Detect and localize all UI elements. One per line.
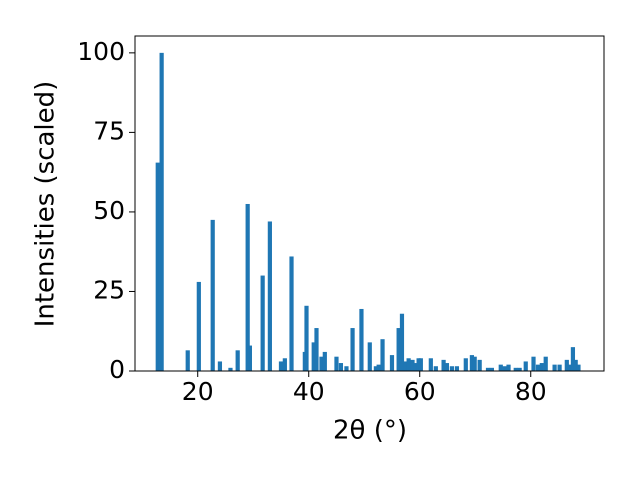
bar — [469, 355, 475, 371]
bar — [539, 363, 544, 371]
bar — [570, 347, 576, 371]
bar — [396, 328, 401, 371]
bar — [304, 305, 309, 371]
bar — [523, 361, 528, 371]
bar — [311, 342, 316, 371]
bar — [441, 359, 446, 371]
bar — [564, 359, 569, 371]
bar — [228, 367, 233, 371]
bar — [517, 367, 522, 371]
bar — [463, 358, 468, 371]
y-tick-label: 25 — [93, 275, 125, 304]
bar — [338, 363, 344, 371]
bar — [535, 364, 541, 371]
bar — [472, 356, 477, 371]
bar — [217, 361, 223, 371]
y-tick-label: 75 — [93, 116, 125, 145]
x-tick-label: 20 — [182, 377, 214, 406]
bar — [235, 350, 240, 371]
bar — [477, 359, 482, 371]
bar — [543, 356, 548, 371]
bar — [454, 366, 460, 371]
bar — [513, 367, 518, 371]
bar — [399, 313, 405, 371]
x-tick-label: 60 — [404, 377, 436, 406]
bar — [334, 356, 339, 371]
bar — [531, 356, 536, 371]
bar — [155, 162, 160, 371]
bar — [576, 364, 581, 371]
bar — [380, 339, 385, 371]
bar — [506, 364, 511, 371]
bar — [282, 358, 287, 371]
bar — [260, 275, 265, 371]
bar — [389, 355, 395, 371]
bar — [359, 308, 364, 371]
bar — [433, 366, 438, 371]
bar — [319, 356, 324, 371]
bar — [502, 366, 507, 371]
bar — [245, 203, 250, 371]
bar — [567, 364, 572, 371]
bar — [489, 367, 494, 371]
bar — [444, 363, 450, 371]
bar — [344, 366, 349, 371]
bar — [322, 351, 327, 371]
bar — [196, 281, 201, 371]
bar — [376, 364, 381, 371]
bar — [428, 358, 433, 371]
y-tick-label: 100 — [77, 37, 125, 66]
bar — [418, 358, 423, 371]
y-axis-label: Intensities (scaled) — [31, 81, 61, 328]
x-tick-label: 40 — [293, 377, 325, 406]
bar — [267, 221, 272, 371]
x-tick-label: 80 — [515, 377, 547, 406]
bar — [367, 342, 372, 371]
bar — [210, 219, 215, 371]
bar — [406, 358, 411, 371]
bar — [449, 366, 455, 371]
bar — [314, 328, 319, 371]
bar — [403, 361, 408, 371]
bar — [350, 328, 355, 371]
plot-frame — [134, 35, 605, 372]
bar — [278, 361, 284, 371]
bar — [416, 358, 421, 371]
bar — [410, 359, 415, 371]
y-tick-label: 0 — [109, 355, 125, 384]
bar — [159, 52, 164, 371]
bar — [552, 364, 557, 371]
bar — [413, 363, 418, 371]
bar — [557, 364, 562, 371]
bar — [185, 350, 190, 371]
y-tick-label: 50 — [93, 196, 125, 225]
bar — [498, 364, 503, 371]
bar — [485, 367, 491, 371]
x-axis-label: 2θ (°) — [333, 416, 407, 446]
bar — [573, 359, 578, 371]
bar — [247, 345, 252, 371]
bar — [289, 256, 294, 371]
bar — [373, 366, 378, 371]
